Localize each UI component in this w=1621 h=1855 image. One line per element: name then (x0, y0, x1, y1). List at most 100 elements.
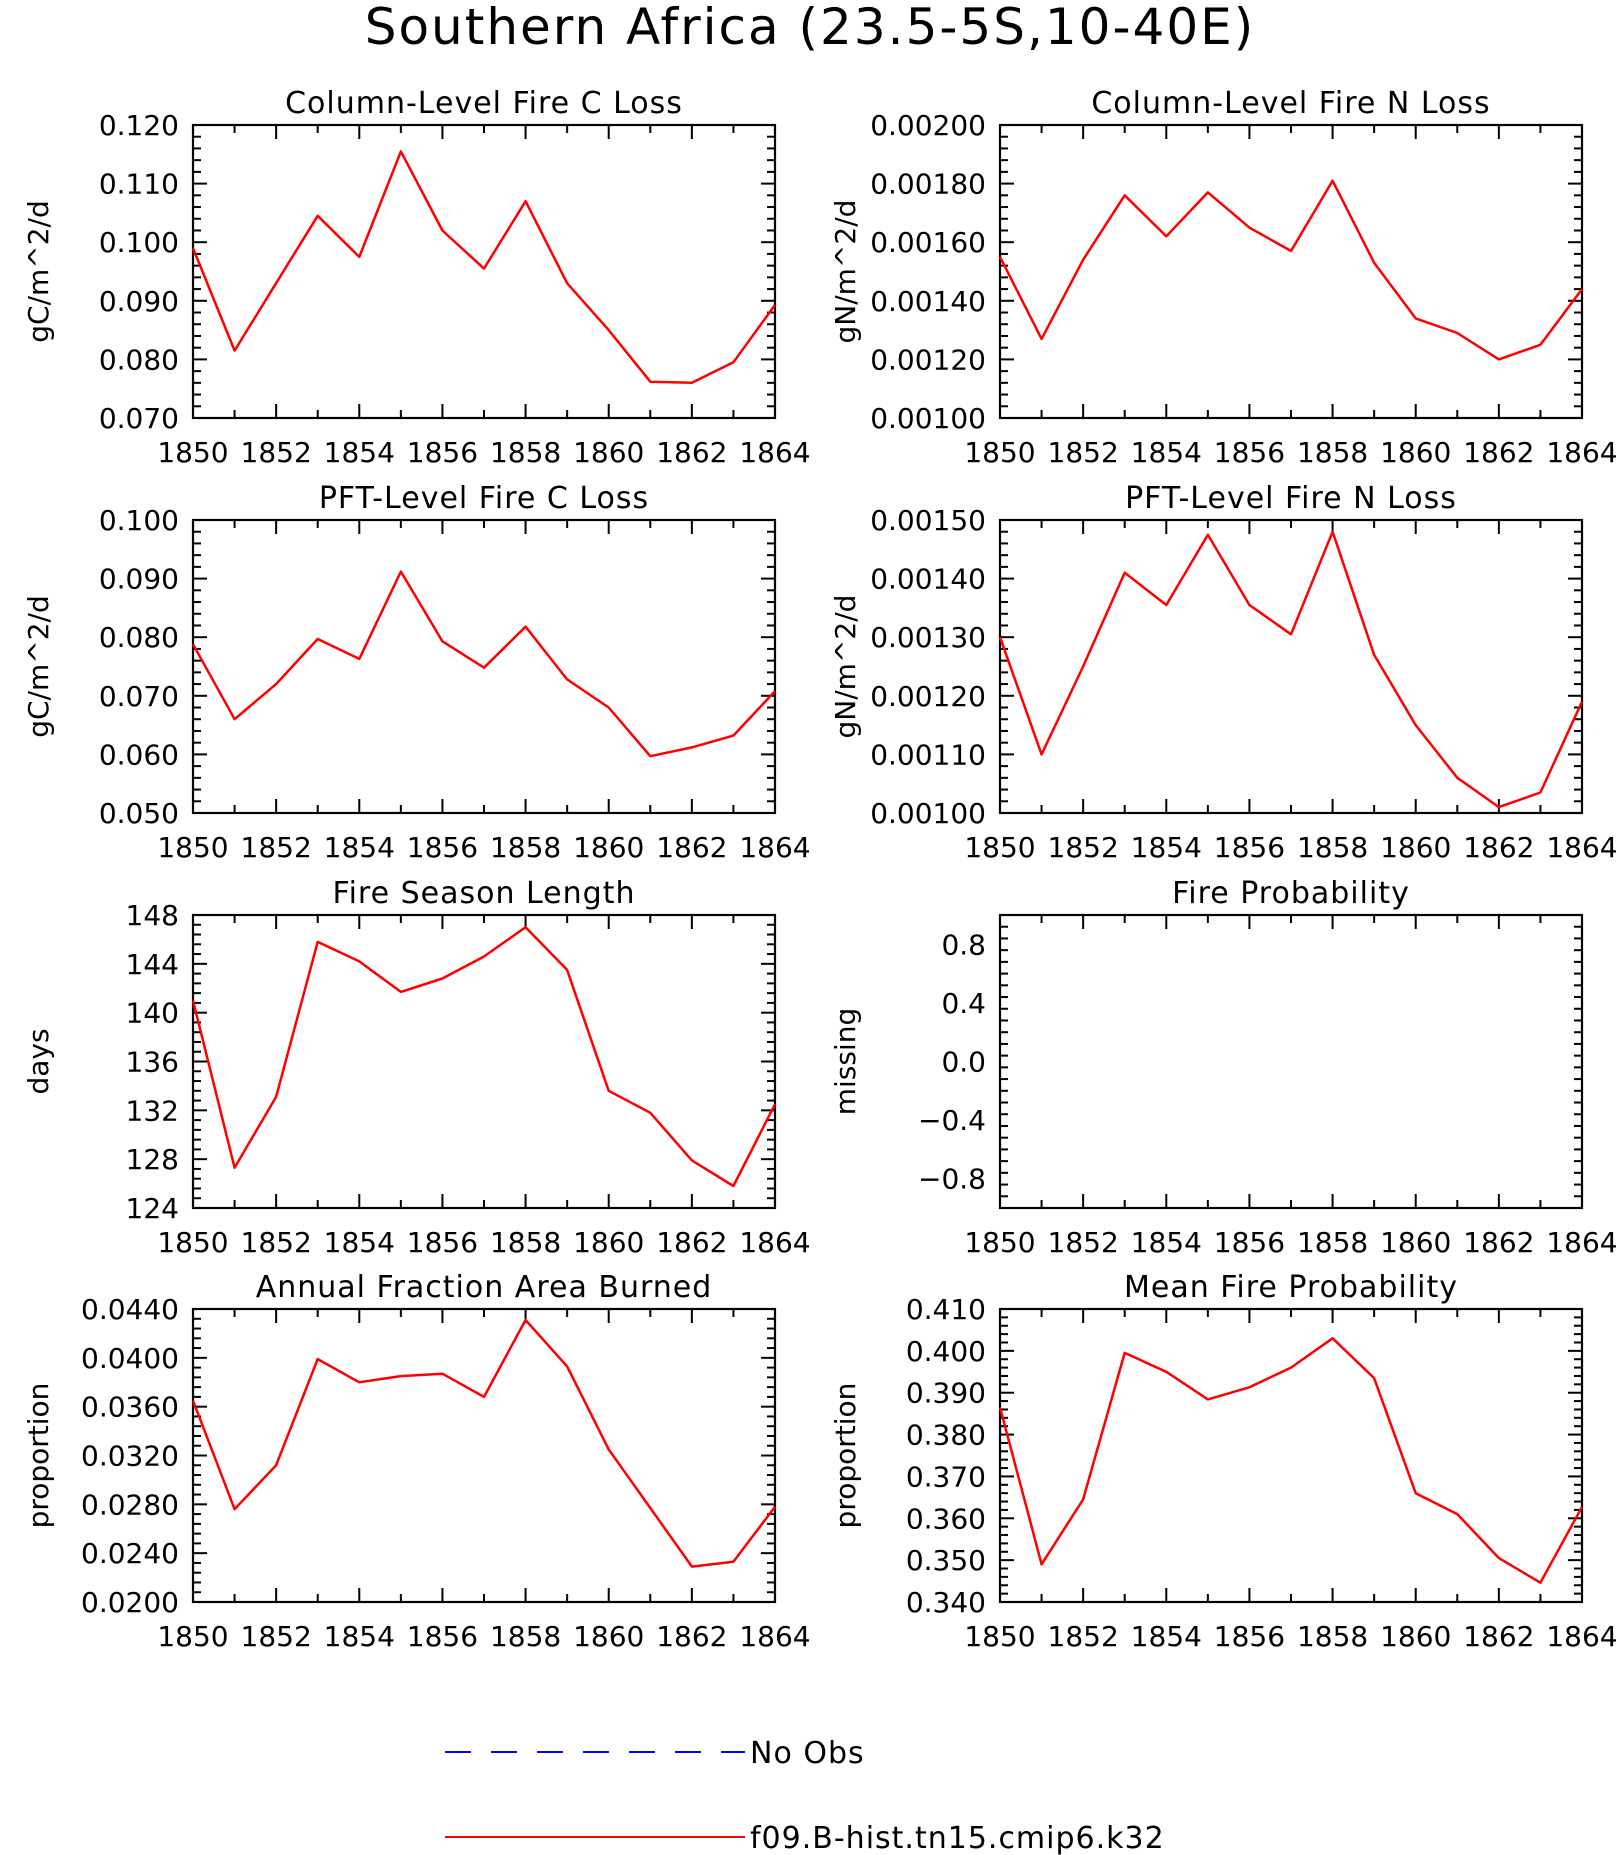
x-tick-label: 1852 (1048, 1620, 1119, 1653)
y-tick-label: 0.00100 (870, 402, 986, 435)
x-tick-label: 1852 (241, 436, 312, 469)
x-tick-label: 1858 (490, 436, 561, 469)
series-line (191, 1318, 776, 1568)
x-tick-label: 1854 (1131, 831, 1202, 864)
legend-model-label: f09.B-hist.tn15.cmip6.k32 (750, 1821, 1165, 1855)
x-tick-label: 1850 (964, 1620, 1035, 1653)
plot-frame (998, 123, 1584, 420)
chart-panel-8: 1850 1852 1854 1856 1858 1860 1862 1864 0.340 0.3… (829, 1270, 1618, 1653)
x-tick-label: 1858 (1297, 436, 1368, 469)
y-tick-label: 0.050 (99, 797, 179, 830)
figure-title: Southern Africa (23.5-5S,10-40E) (365, 0, 1256, 56)
x-tick-label: 1860 (573, 1620, 644, 1653)
x-tick-label: 1864 (739, 1226, 810, 1259)
x-tick-label: 1864 (739, 1620, 810, 1653)
y-axis-label: missing (829, 1008, 862, 1116)
y-axis-label: gC/m^2/d (22, 595, 55, 738)
y-tick-label: 124 (126, 1192, 179, 1225)
x-tick-label: 1860 (573, 1226, 644, 1259)
y-tick-label: 0.0400 (81, 1342, 179, 1375)
x-tick-label: 1858 (1297, 1620, 1368, 1653)
y-tick-label: 0.080 (99, 343, 179, 376)
series-line (998, 1337, 1584, 1584)
chart-panel-5: 1850 1852 1854 1856 1858 1860 1862 1864 124 128 13… (22, 876, 811, 1259)
x-tick-label: 1864 (1546, 436, 1617, 469)
y-tick-label: 0.00140 (870, 285, 986, 318)
x-tick-label: 1854 (1131, 1620, 1202, 1653)
x-tick-label: 1860 (1380, 1226, 1451, 1259)
x-tick-label: 1856 (1214, 1226, 1285, 1259)
x-tick-label: 1854 (1131, 436, 1202, 469)
y-tick-label: 0.0440 (81, 1293, 179, 1326)
x-tick-label: 1856 (407, 436, 478, 469)
y-axis-label: gN/m^2/d (829, 200, 862, 344)
y-axis-label: proportion (829, 1383, 862, 1529)
x-tick-label: 1856 (407, 831, 478, 864)
y-tick-label: 0.8 (941, 928, 986, 961)
y-tick-label: −0.8 (918, 1163, 986, 1196)
y-tick-label: 0.100 (99, 504, 179, 537)
plot-frame (998, 1307, 1584, 1604)
y-tick-label: −0.4 (918, 1104, 986, 1137)
x-tick-label: 1862 (1463, 1620, 1534, 1653)
x-tick-label: 1864 (1546, 831, 1617, 864)
x-tick-label: 1860 (573, 436, 644, 469)
series-line (191, 570, 776, 758)
y-tick-label: 0.00180 (870, 168, 986, 201)
x-tick-label: 1864 (739, 436, 810, 469)
x-tick-label: 1862 (656, 1620, 727, 1653)
x-tick-label: 1850 (964, 436, 1035, 469)
y-tick-label: 0.060 (99, 738, 179, 771)
x-tick-label: 1850 (157, 1226, 228, 1259)
panel-title: Mean Fire Probability (1124, 1270, 1458, 1305)
x-tick-label: 1854 (324, 1226, 395, 1259)
x-tick-label: 1864 (1546, 1620, 1617, 1653)
y-tick-label: 0.370 (906, 1460, 986, 1493)
x-tick-label: 1860 (573, 831, 644, 864)
x-tick-label: 1852 (241, 1226, 312, 1259)
plot-frame (998, 913, 1584, 1210)
y-tick-label: 136 (126, 1046, 179, 1079)
x-tick-label: 1852 (1048, 831, 1119, 864)
plot-frame (191, 913, 777, 1210)
y-tick-label: 0.090 (99, 563, 179, 596)
panels: 1850 1852 1854 1856 1858 1860 1862 1864 0.070 0.0… (22, 86, 1618, 1653)
x-tick-label: 1850 (964, 1226, 1035, 1259)
y-tick-label: 0.0360 (81, 1391, 179, 1424)
y-tick-label: 0.0200 (81, 1586, 179, 1619)
x-tick-label: 1858 (490, 831, 561, 864)
x-tick-label: 1862 (656, 1226, 727, 1259)
chart-panel-6: 1850 1852 1854 1856 1858 1860 1862 1864 −0.8 −0.4… (829, 876, 1618, 1259)
y-tick-label: 0.070 (99, 680, 179, 713)
y-tick-label: 0.390 (906, 1377, 986, 1410)
y-tick-label: 144 (126, 948, 179, 981)
series-line (191, 150, 777, 385)
x-tick-label: 1860 (1380, 436, 1451, 469)
x-tick-label: 1850 (157, 1620, 228, 1653)
series-line (998, 530, 1584, 809)
x-tick-label: 1856 (407, 1226, 478, 1259)
x-tick-label: 1850 (157, 436, 228, 469)
x-tick-label: 1862 (1463, 1226, 1534, 1259)
x-tick-label: 1850 (157, 831, 228, 864)
chart-panel-7: 1850 1852 1854 1856 1858 1860 1862 1864 0.0200 0.… (22, 1270, 811, 1653)
x-tick-label: 1850 (964, 831, 1035, 864)
y-tick-label: 0.00130 (870, 621, 986, 654)
legend-obs-label: No Obs (750, 1736, 865, 1771)
chart-panel-3: 1850 1852 1854 1856 1858 1860 1862 1864 0.050 0.0… (22, 481, 811, 864)
x-tick-label: 1862 (656, 436, 727, 469)
y-tick-label: 0.090 (99, 285, 179, 318)
y-tick-label: 132 (126, 1094, 179, 1127)
panel-title: Annual Fraction Area Burned (256, 1270, 713, 1305)
x-tick-label: 1858 (490, 1620, 561, 1653)
panel-title: Column-Level Fire N Loss (1091, 86, 1490, 121)
y-tick-label: 128 (126, 1143, 179, 1176)
y-axis-label: gC/m^2/d (22, 200, 55, 343)
panel-title: PFT-Level Fire C Loss (319, 481, 649, 516)
x-tick-label: 1856 (1214, 1620, 1285, 1653)
y-tick-label: 0.00120 (870, 680, 986, 713)
y-tick-label: 0.380 (906, 1419, 986, 1452)
x-tick-label: 1852 (241, 1620, 312, 1653)
x-tick-label: 1856 (1214, 831, 1285, 864)
y-tick-label: 140 (126, 997, 179, 1030)
